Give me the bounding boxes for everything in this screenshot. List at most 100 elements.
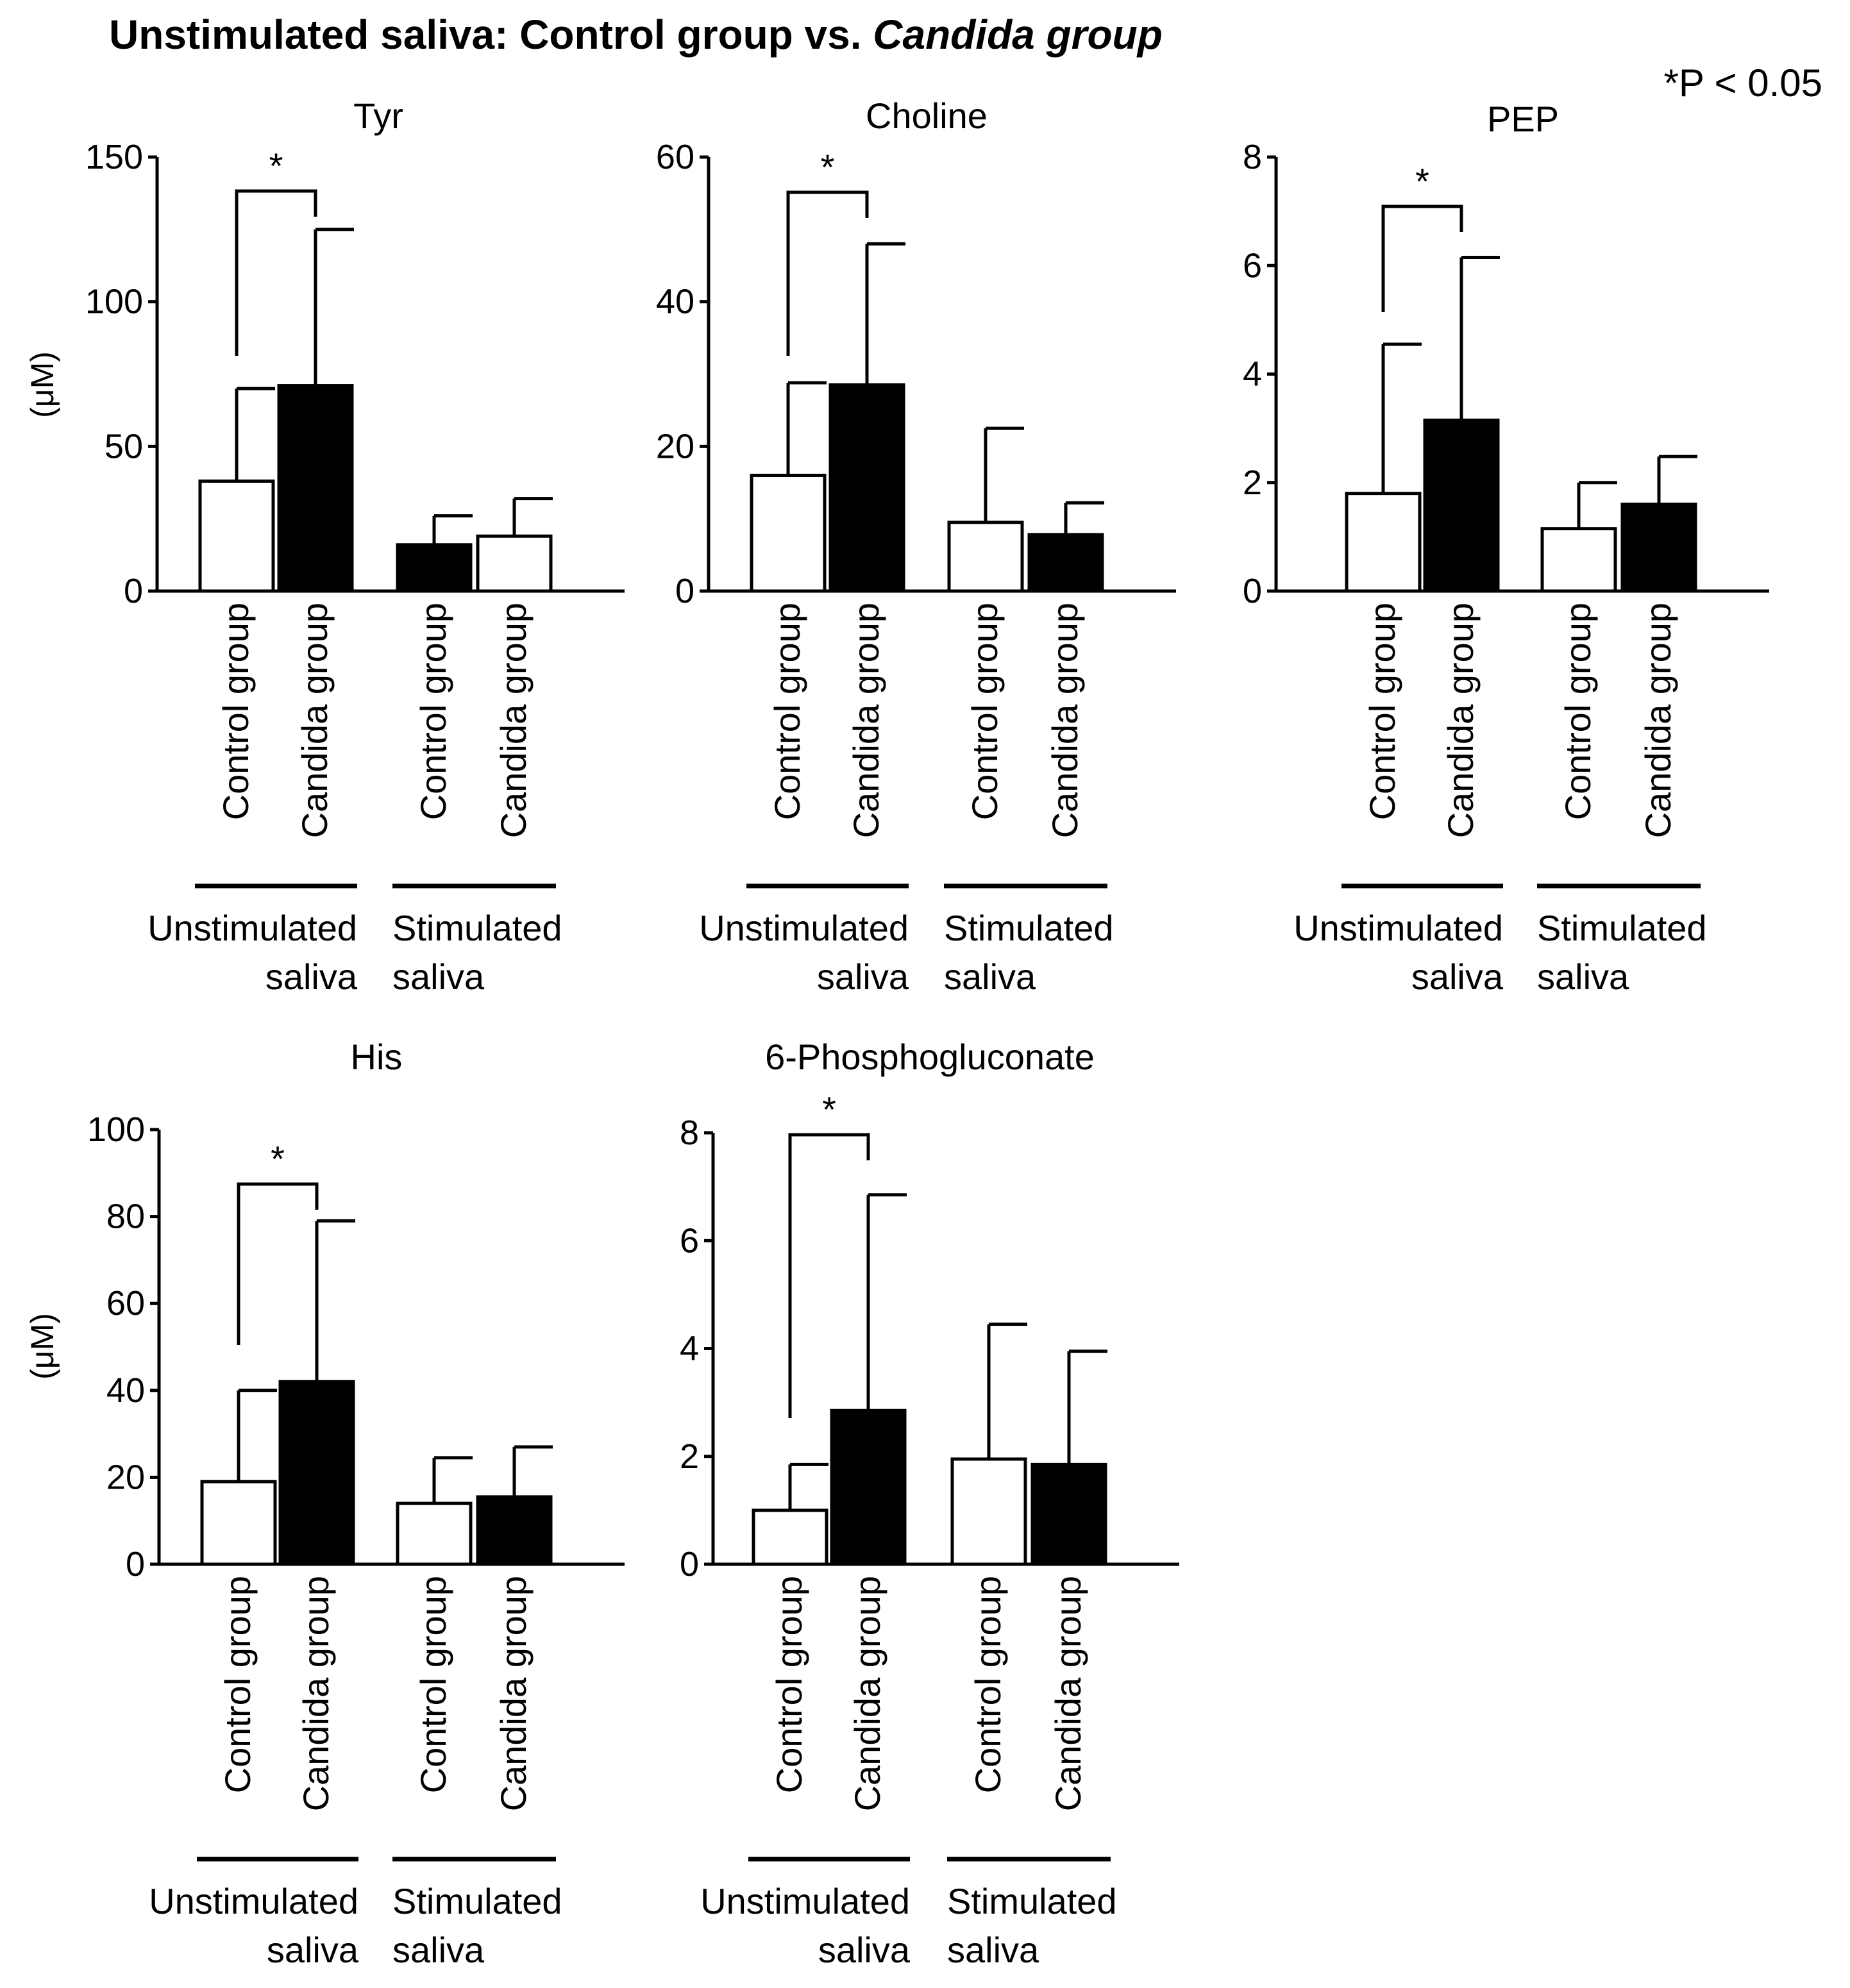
group-label: Unstimulated saliva	[1293, 908, 1504, 997]
group-label-line: saliva	[1411, 956, 1504, 997]
category-label: Candida group	[294, 603, 335, 838]
y-axis-label: (μM)	[24, 351, 60, 418]
y-tick-label: 40	[656, 283, 694, 321]
group-label-line: Unstimulated	[700, 1881, 910, 1921]
y-tick-label: 60	[106, 1284, 145, 1323]
group-label-line: saliva	[944, 956, 1036, 997]
group-label-line: Unstimulated	[147, 908, 357, 948]
significance-star: *	[1415, 161, 1429, 201]
significance-bracket	[786, 190, 869, 356]
category-label: Control group	[968, 1576, 1008, 1793]
y-axis-label: (μM)	[24, 1313, 60, 1380]
chart-panel-3: PEP 0 2 4 6 8 Control group Candida group Contro…	[1243, 99, 1769, 997]
chart-panel-5: 6-Phosphogluconate 0 2 4 6 8 Control group Cand…	[680, 1037, 1179, 1970]
y-tick-label: 0	[124, 572, 143, 610]
group-label-line: Unstimulated	[1293, 908, 1503, 948]
panel-title: Choline	[866, 96, 988, 136]
category-label: Candida group	[1045, 603, 1085, 838]
y-tick-label: 6	[1243, 246, 1262, 285]
group-label-line: Stimulated	[392, 1881, 562, 1921]
significance-bracket	[1381, 205, 1463, 312]
y-tick-label: 20	[656, 427, 694, 465]
category-label: Candida group	[847, 1576, 887, 1811]
significance-star: *	[271, 1139, 285, 1179]
y-tick-label: 50	[105, 427, 143, 465]
y-tick-label: 40	[106, 1371, 145, 1410]
bar	[1345, 492, 1422, 593]
y-tick-label: 0	[675, 572, 694, 610]
figure-title: Unstimulated saliva: Control group vs. C…	[109, 12, 1163, 58]
y-tick-label: 100	[85, 283, 143, 321]
category-label: Control group	[1558, 603, 1598, 820]
bar	[830, 1408, 907, 1566]
category-label: Control group	[413, 1576, 453, 1793]
category-label: Candida group	[493, 1576, 534, 1811]
bar	[752, 1508, 828, 1566]
category-label: Candida group	[493, 603, 534, 838]
bar	[278, 1380, 355, 1566]
group-label-line: saliva	[392, 1930, 485, 1970]
group-label-line: saliva	[947, 1930, 1039, 1970]
group-label: Unstimulated saliva	[147, 908, 358, 997]
bar	[277, 384, 354, 593]
category-label: Control group	[217, 1576, 258, 1793]
y-tick-label: 60	[656, 138, 694, 176]
y-tick-label: 8	[680, 1114, 699, 1152]
group-label: Stimulated saliva	[1537, 908, 1707, 997]
y-tick-label: 4	[680, 1330, 699, 1368]
group-label: Stimulated saliva	[392, 908, 562, 997]
group-label-line: Unstimulated	[699, 908, 909, 948]
group-label-line: saliva	[265, 956, 358, 997]
significance-star: *	[821, 147, 835, 187]
panel-title: His	[351, 1037, 403, 1077]
figure-title-main: Unstimulated saliva: Control group vs.	[109, 12, 873, 58]
bar	[947, 521, 1024, 593]
group-label-line: saliva	[1537, 956, 1629, 997]
group-label-line: Stimulated	[392, 908, 562, 948]
chart-panel-2: Choline 0 20 40 60 Control group Candida group…	[656, 96, 1176, 997]
category-label: Control group	[413, 603, 453, 820]
group-label-line: Stimulated	[1537, 908, 1707, 948]
category-label: Candida group	[846, 603, 886, 838]
category-label: Control group	[964, 603, 1005, 820]
group-label-line: Stimulated	[947, 1881, 1117, 1921]
group-label-line: saliva	[818, 1930, 911, 1970]
bar	[200, 1480, 277, 1566]
group-label: Stimulated saliva	[947, 1881, 1117, 1970]
bar	[396, 1501, 473, 1566]
y-tick-label: 0	[126, 1545, 145, 1583]
bar	[950, 1457, 1027, 1566]
y-tick-label: 2	[680, 1437, 699, 1476]
bar	[476, 1495, 553, 1566]
chart-panels: Tyr (μM) 0 50 100 150 Control group Candida gro…	[24, 96, 1769, 1970]
panel-title: PEP	[1487, 99, 1559, 139]
significance-star: *	[822, 1089, 836, 1130]
group-label-line: saliva	[267, 1930, 359, 1970]
category-label: Candida group	[1638, 603, 1678, 838]
group-label-line: saliva	[817, 956, 909, 997]
group-label: Stimulated saliva	[392, 1881, 562, 1970]
group-label-line: saliva	[392, 956, 485, 997]
category-label: Control group	[769, 1576, 809, 1793]
y-tick-label: 20	[106, 1458, 145, 1496]
y-tick-label: 0	[680, 1545, 699, 1583]
group-label: Unstimulated saliva	[699, 908, 909, 997]
group-label: Unstimulated saliva	[149, 1881, 359, 1970]
bar	[1540, 527, 1617, 593]
significance-bracket	[788, 1133, 870, 1418]
bar	[396, 543, 473, 593]
category-label: Control group	[767, 603, 807, 820]
significance-bracket	[235, 189, 317, 356]
group-label: Unstimulated saliva	[700, 1881, 911, 1970]
y-tick-label: 2	[1243, 464, 1262, 502]
group-label-line: Unstimulated	[149, 1881, 358, 1921]
bar	[1027, 533, 1104, 593]
y-tick-label: 150	[85, 138, 143, 176]
category-label: Candida group	[296, 1576, 336, 1811]
chart-panel-1: Tyr (μM) 0 50 100 150 Control group Candida gro…	[24, 96, 625, 997]
significance-note: *P < 0.05	[1664, 62, 1822, 104]
panel-title: Tyr	[353, 96, 403, 136]
y-tick-label: 0	[1243, 572, 1262, 610]
figure-title-italic: Candida group	[873, 12, 1163, 58]
